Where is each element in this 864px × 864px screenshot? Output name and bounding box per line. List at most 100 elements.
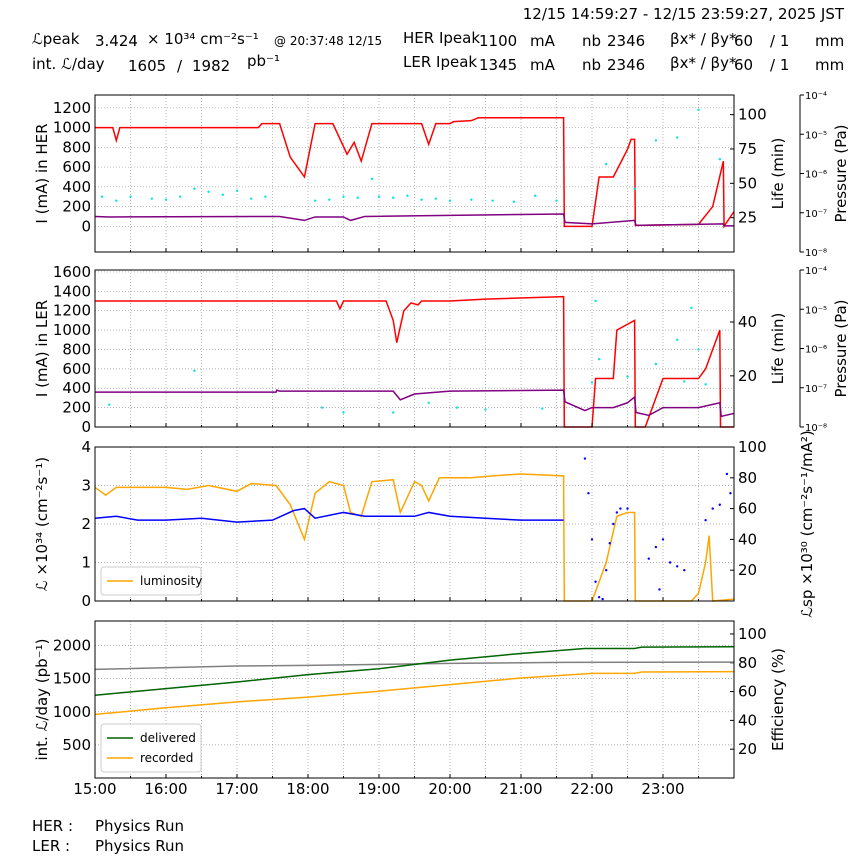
data-point — [615, 511, 619, 514]
y-tick-label: 600 — [62, 158, 91, 176]
her-ipeak-value: 1100 — [479, 32, 518, 50]
y-right-tick-label: 75 — [738, 140, 757, 158]
data-point — [541, 407, 544, 410]
intl-label: int. ℒ/day — [32, 55, 105, 73]
data-point — [235, 189, 239, 192]
y-tick-label: 500 — [62, 736, 91, 754]
data-point — [668, 561, 672, 564]
data-point — [590, 381, 594, 384]
data-point — [342, 195, 345, 198]
y-tick-label: 3 — [81, 477, 91, 495]
y-right-tick-label: 20 — [738, 740, 757, 758]
y-right-tick-label: 20 — [738, 561, 757, 579]
data-point — [455, 406, 459, 409]
y-tick-label: 1200 — [53, 99, 91, 117]
y-tick-label: 400 — [62, 379, 91, 397]
y-right-tick-label: 80 — [738, 654, 757, 672]
data-point — [690, 306, 693, 309]
data-point — [512, 200, 516, 203]
pressure-tick-label: 10⁻⁸ — [805, 248, 827, 259]
y-right-axis-label: ℒsp ×10³⁰ (cm⁻²s⁻¹/mA²) — [798, 430, 816, 618]
data-point — [608, 542, 611, 545]
intl-delivered: 1605 — [128, 57, 167, 75]
data-point — [654, 139, 658, 142]
data-point — [164, 198, 168, 201]
data-point — [601, 597, 604, 601]
series-line — [95, 116, 735, 229]
y-axis-label: I (mA) in HER — [33, 123, 51, 223]
data-point — [658, 588, 661, 591]
y-tick-label: 1000 — [53, 119, 91, 137]
data-point — [683, 569, 686, 572]
data-point — [597, 357, 601, 361]
pressure-tick-label: 10⁻⁶ — [805, 345, 827, 356]
data-point — [534, 194, 537, 197]
x-tick-label: 17:00 — [215, 780, 258, 798]
y-right-tick-label: 25 — [738, 209, 757, 227]
data-point — [718, 157, 721, 161]
y-right-tick-label: 100 — [738, 625, 767, 643]
data-point — [420, 198, 423, 201]
y-tick-label: 4 — [81, 438, 91, 456]
y-right-tick-label: 40 — [738, 711, 757, 729]
y-tick-label: 0 — [81, 217, 91, 235]
y-tick-label: 2000 — [53, 637, 91, 655]
y-tick-label: 400 — [62, 178, 91, 196]
ler-status-label: LER : — [32, 837, 71, 855]
x-tick-label: 19:00 — [357, 780, 400, 798]
ler-ipeak-label: LER Ipeak — [403, 53, 478, 71]
data-point — [392, 196, 395, 199]
ler-beta-unit: mm — [815, 56, 845, 74]
legend-label: recorded — [140, 751, 193, 765]
y-right-axis-label: Life (min) — [769, 313, 787, 385]
pressure-axis-label: Pressure (Pa) — [832, 299, 850, 397]
data-point — [264, 195, 267, 198]
data-point — [448, 199, 452, 202]
y-tick-label: 2 — [81, 515, 91, 533]
data-point — [605, 162, 608, 166]
ler-beta-label: βx* / βy* — [670, 54, 737, 72]
pressure-tick-label: 10⁻⁶ — [805, 170, 827, 181]
y-tick-label: 200 — [62, 399, 91, 417]
pressure-tick-label: 10⁻⁷ — [805, 384, 827, 395]
data-point — [676, 565, 679, 568]
x-tick-label: 15:00 — [73, 780, 116, 798]
her-nb-label: nb — [582, 32, 602, 50]
y-tick-label: 0 — [81, 592, 91, 610]
data-point — [108, 403, 111, 406]
x-tick-label: 20:00 — [428, 780, 471, 798]
series-line — [94, 670, 735, 716]
lpeak-unit: × 10³⁴ cm⁻²s⁻¹ — [147, 30, 259, 48]
y-tick-label: 1500 — [53, 670, 91, 688]
data-point — [555, 199, 558, 202]
her-beta-label: βx* / βy* — [670, 30, 737, 48]
data-point — [250, 197, 253, 200]
data-point — [328, 198, 331, 201]
y-axis-label: int. ℒ/day (pb⁻¹) — [33, 639, 51, 761]
y-right-tick-label: 50 — [738, 174, 757, 192]
ler-status: Physics Run — [95, 837, 185, 855]
ler-nb: 2346 — [607, 56, 646, 74]
ler-ipeak-unit: mA — [530, 56, 555, 74]
series-line — [94, 473, 735, 602]
data-point — [654, 362, 658, 366]
y-right-tick-label: 40 — [738, 530, 757, 548]
y-tick-label: 0 — [81, 418, 91, 436]
data-point — [484, 408, 487, 411]
data-point — [612, 522, 615, 526]
ler-bx: 60 — [734, 56, 754, 74]
intl-sep: / — [177, 57, 183, 75]
pressure-tick-label: 10⁻⁷ — [805, 209, 827, 220]
lpeak-time: @ 20:37:48 12/15 — [274, 34, 383, 48]
legend — [100, 723, 202, 773]
data-point — [100, 195, 104, 198]
data-point — [619, 507, 622, 510]
pressure-axis-label: Pressure (Pa) — [832, 124, 850, 222]
data-point — [633, 187, 636, 191]
data-point — [594, 299, 597, 303]
intl-unit: pb⁻¹ — [247, 52, 280, 70]
x-tick-label: 21:00 — [499, 780, 542, 798]
pressure-tick-label: 10⁻⁵ — [805, 305, 827, 316]
y-tick-label: 200 — [62, 198, 91, 216]
